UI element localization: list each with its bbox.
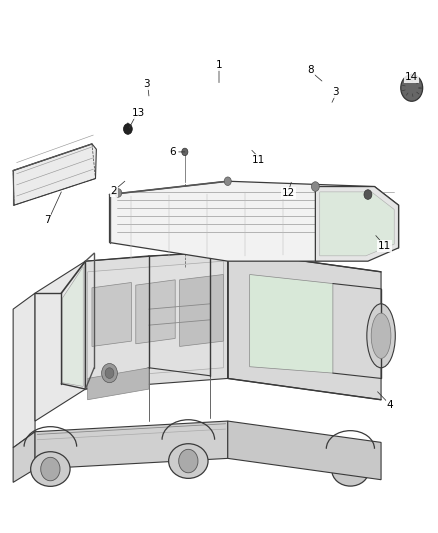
Polygon shape [228, 251, 381, 400]
Circle shape [41, 457, 60, 481]
Text: 8: 8 [307, 66, 314, 75]
Circle shape [124, 124, 132, 134]
Text: 6: 6 [170, 147, 177, 157]
Circle shape [105, 368, 114, 378]
Circle shape [311, 182, 319, 191]
Polygon shape [315, 187, 399, 261]
Circle shape [401, 75, 423, 101]
Text: 14: 14 [405, 72, 418, 82]
Polygon shape [228, 421, 381, 480]
Polygon shape [136, 280, 175, 344]
Polygon shape [92, 282, 131, 346]
Ellipse shape [367, 304, 395, 368]
Polygon shape [85, 251, 228, 389]
Text: 3: 3 [143, 79, 150, 88]
Ellipse shape [332, 454, 369, 486]
Text: 4: 4 [386, 400, 393, 410]
Polygon shape [88, 368, 149, 400]
Polygon shape [13, 432, 35, 482]
Text: 2: 2 [110, 186, 117, 196]
Text: 11: 11 [252, 155, 265, 165]
Ellipse shape [169, 443, 208, 479]
Text: 1: 1 [215, 60, 223, 70]
Polygon shape [180, 274, 223, 346]
Ellipse shape [371, 313, 391, 358]
Polygon shape [13, 293, 35, 448]
Polygon shape [62, 266, 83, 386]
Polygon shape [320, 192, 394, 256]
Circle shape [115, 189, 122, 197]
Circle shape [182, 148, 188, 156]
Polygon shape [35, 421, 228, 469]
Circle shape [364, 190, 372, 199]
Polygon shape [88, 261, 223, 378]
Text: 13: 13 [131, 108, 145, 118]
Polygon shape [35, 261, 85, 421]
Polygon shape [13, 144, 96, 205]
Circle shape [102, 364, 117, 383]
Polygon shape [110, 181, 399, 261]
Ellipse shape [31, 452, 70, 486]
Polygon shape [250, 274, 333, 373]
Circle shape [179, 449, 198, 473]
Text: 3: 3 [332, 87, 339, 96]
Text: 12: 12 [282, 188, 295, 198]
Text: 11: 11 [378, 241, 391, 251]
Circle shape [224, 177, 231, 185]
Text: 7: 7 [44, 215, 51, 224]
